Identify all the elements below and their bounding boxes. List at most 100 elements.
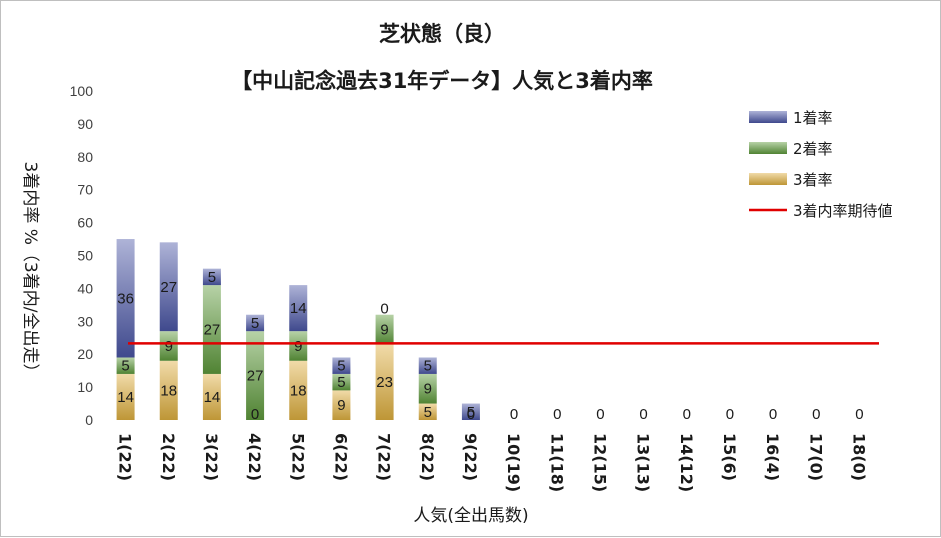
bar-segment-1st — [418, 357, 437, 374]
bar-segment-3rd — [202, 373, 221, 420]
bar-segment-2nd — [159, 331, 178, 361]
bar-segment-2nd — [202, 285, 221, 374]
data-label: 5 — [337, 358, 345, 375]
x-axis-ticks: 1(22) 2(22) 3(22) 4(22) 5(22) 6(22) 7(22) 8(22)… — [116, 433, 869, 492]
y-tick-label: 90 — [77, 116, 93, 132]
x-tick-label: 6(22) — [331, 433, 350, 481]
x-tick-label: 17(0) — [806, 433, 825, 481]
y-tick-label: 80 — [77, 149, 93, 165]
data-label: 0 — [467, 406, 475, 423]
y-tick-label: 60 — [77, 215, 93, 231]
bar-segment-3rd — [375, 344, 394, 420]
chart-subtitle: 【中山記念過去31年データ】人気と3着内率 — [231, 69, 653, 93]
data-label: 0 — [639, 406, 647, 423]
data-label: 27 — [247, 368, 264, 385]
data-label: 5 — [208, 269, 216, 286]
x-tick-label: 3(22) — [202, 433, 221, 481]
data-label: 9 — [380, 322, 388, 339]
data-label: 0 — [553, 406, 561, 423]
data-label: 9 — [424, 381, 432, 398]
y-tick-label: 20 — [77, 346, 93, 362]
bar-segment-1st — [116, 239, 135, 358]
data-label: 9 — [165, 338, 173, 355]
y-tick-label: 40 — [77, 280, 93, 296]
data-label: 0 — [251, 406, 259, 423]
bar-segment-2nd — [332, 373, 351, 391]
x-tick-label: 4(22) — [245, 433, 264, 481]
data-label: 36 — [117, 290, 134, 307]
y-tick-label: 100 — [70, 83, 94, 99]
data-label: 9 — [337, 397, 345, 414]
data-label: 0 — [596, 406, 604, 423]
data-label: 0 — [769, 406, 777, 423]
bar-segment-3rd — [418, 403, 437, 420]
x-tick-label: 16(4) — [763, 433, 782, 481]
bar-segment-1st — [202, 268, 221, 286]
x-tick-label: 5(22) — [288, 433, 307, 481]
bar-segment-1st — [289, 285, 308, 332]
bar-segment-2nd — [116, 357, 135, 374]
x-tick-label: 1(22) — [116, 433, 135, 481]
data-label: 9 — [294, 338, 302, 355]
x-tick-label: 8(22) — [418, 433, 437, 481]
data-label: 0 — [812, 406, 820, 423]
x-tick-label: 15(6) — [720, 433, 739, 481]
bar-segment-2nd — [418, 373, 437, 404]
data-label: 5 — [251, 315, 259, 332]
data-label: 0 — [855, 406, 863, 423]
data-label: 5 — [337, 374, 345, 391]
x-tick-label: 2(22) — [159, 433, 178, 481]
data-label: 14 — [204, 389, 221, 406]
x-axis-label: 人気(全出馬数) — [413, 506, 528, 526]
data-label: 5 — [424, 404, 432, 421]
legend-swatch — [749, 111, 787, 123]
chart-title: 芝状態（良） — [379, 22, 505, 46]
y-tick-label: 30 — [77, 313, 93, 329]
x-tick-label: 18(0) — [849, 433, 868, 481]
y-tick-label: 10 — [77, 379, 93, 395]
bar-segment-3rd — [332, 390, 351, 420]
bar-segment-2nd — [289, 331, 308, 361]
bars — [116, 239, 480, 420]
y-axis-label: 3着内率 %（3着内/全出走） — [20, 162, 40, 381]
data-label: 27 — [204, 322, 221, 339]
data-label: 0 — [510, 406, 518, 423]
x-tick-label: 12(15) — [590, 433, 609, 492]
bar-segment-3rd — [289, 360, 308, 420]
data-label: 23 — [376, 374, 393, 391]
bar-segment-1st — [246, 314, 265, 332]
data-label: 18 — [160, 382, 177, 399]
y-axis-ticks: 0 10 20 30 40 50 60 70 80 90 100 — [70, 83, 94, 428]
bar-segment-1st — [159, 242, 178, 332]
bar-segment-2nd — [375, 314, 394, 345]
legend-label: 1着率 — [793, 109, 833, 127]
bar-segment-2nd — [246, 331, 265, 420]
data-label: 0 — [683, 406, 691, 423]
data-label: 14 — [117, 389, 134, 406]
y-tick-label: 50 — [77, 248, 93, 264]
bar-segment-3rd — [116, 373, 135, 420]
data-label: 14 — [290, 300, 307, 317]
legend-label: 2着率 — [793, 140, 833, 158]
data-label: 27 — [160, 279, 177, 296]
x-tick-label: 7(22) — [375, 433, 394, 481]
data-label: 18 — [290, 382, 307, 399]
legend-swatch — [749, 142, 787, 154]
y-tick-label: 70 — [77, 182, 93, 198]
bar-segment-1st — [461, 403, 480, 420]
x-tick-label: 9(22) — [461, 433, 480, 481]
y-tick-label: 0 — [85, 412, 93, 428]
data-label: 0 — [726, 406, 734, 423]
x-tick-label: 10(19) — [504, 433, 523, 492]
data-label: 5 — [424, 358, 432, 375]
data-label: 5 — [121, 358, 129, 375]
data-label: 5 — [467, 404, 475, 421]
data-label: 0 — [380, 301, 388, 318]
bar-segment-1st — [332, 357, 351, 374]
x-tick-label: 11(18) — [547, 433, 566, 492]
legend-label: 3着内率期待値 — [793, 202, 893, 220]
legend: 1着率 2着率 3着率 3着内率期待値 — [749, 109, 893, 220]
